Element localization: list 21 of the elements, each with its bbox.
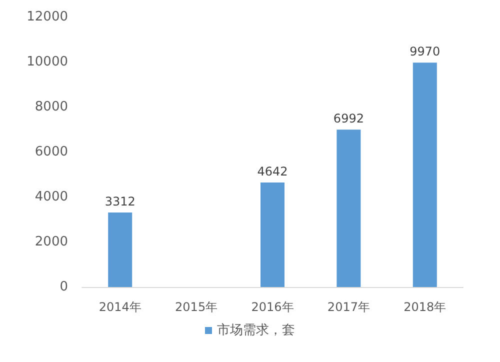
data-label: 3312 [104, 194, 136, 208]
bar [260, 182, 284, 287]
y-tick-label: 8000 [34, 100, 68, 114]
x-tick-label: 2015年 [175, 300, 218, 314]
y-tick-label: 2000 [34, 234, 68, 250]
data-label: 9970 [410, 44, 440, 59]
bar [336, 130, 361, 287]
x-tick-label: 2017年 [327, 300, 370, 314]
y-tick-label: 6000 [34, 144, 68, 160]
y-tick-label: 10000 [26, 54, 68, 70]
bar [108, 212, 132, 287]
data-label: 6992 [333, 112, 364, 126]
y-tick-label: 4000 [34, 190, 68, 204]
y-tick-label: 0 [60, 280, 68, 294]
bar [412, 62, 437, 287]
x-tick-label: 2018年 [404, 300, 446, 314]
x-tick-label: 2016年 [251, 300, 294, 314]
x-tick-label: 2014年 [98, 300, 142, 314]
y-tick-label: 12000 [26, 10, 68, 24]
data-label: 4642 [257, 164, 288, 179]
legend-label: 市场需求，套 [217, 323, 295, 338]
